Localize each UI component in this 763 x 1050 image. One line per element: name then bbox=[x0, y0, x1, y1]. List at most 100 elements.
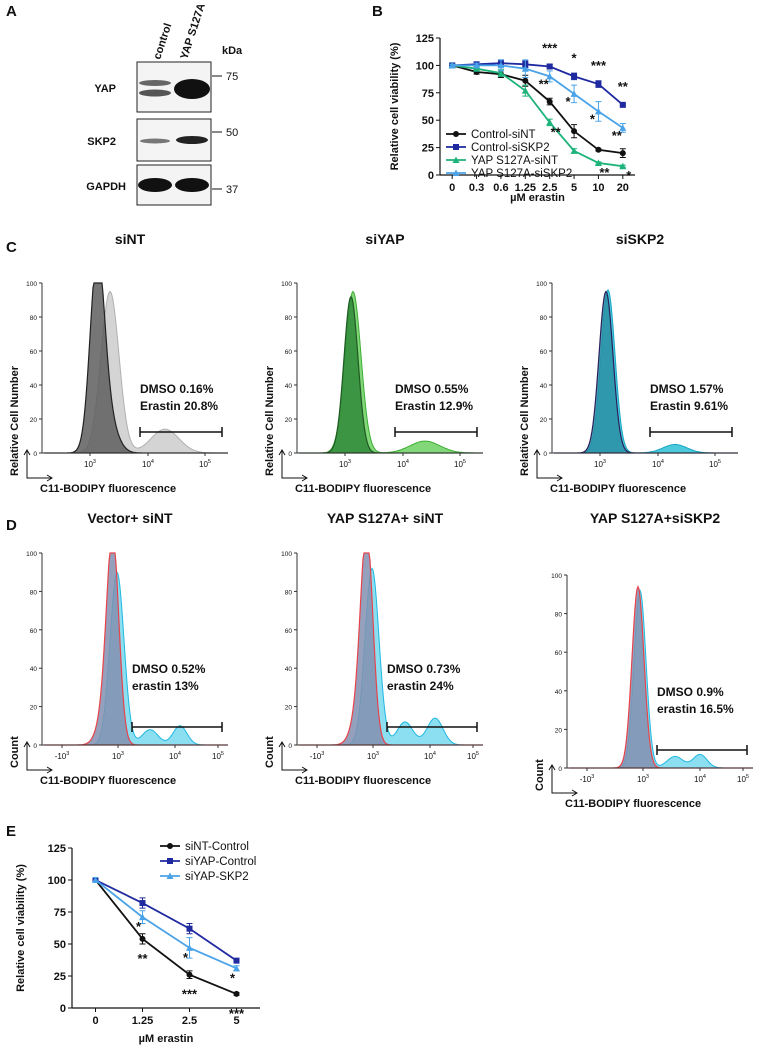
marker bbox=[452, 169, 460, 176]
histogram-erastin bbox=[554, 288, 738, 454]
significance-label: ** bbox=[618, 79, 629, 94]
y-tick-label: 0 bbox=[33, 451, 37, 458]
x-tick-exp: 3 bbox=[603, 459, 606, 465]
panel-title: YAP S127A+siSKP2 bbox=[590, 510, 721, 526]
x-tick-exp: 3 bbox=[591, 774, 594, 780]
significance-label: *** bbox=[182, 987, 198, 1002]
marker bbox=[166, 872, 174, 879]
significance-label: *** bbox=[229, 1006, 245, 1021]
y-tick-label: 0 bbox=[543, 451, 547, 458]
axis-arrows bbox=[23, 741, 53, 774]
x-tick-base: 10 bbox=[737, 775, 746, 784]
x-tick-label: 105 bbox=[212, 751, 224, 761]
dmso-label: DMSO 0.16% bbox=[140, 382, 214, 396]
erastin-label: erastin 24% bbox=[387, 679, 454, 693]
significance-label: ** bbox=[551, 124, 562, 139]
x-axis-label: µM erastin bbox=[510, 192, 565, 204]
x-tick-base: 10 bbox=[142, 460, 151, 469]
x-tick-base: 10 bbox=[709, 460, 718, 469]
significance-label: ** bbox=[539, 76, 550, 91]
marker bbox=[139, 900, 146, 907]
marker bbox=[571, 128, 578, 135]
y-tick-label: 60 bbox=[285, 628, 293, 635]
x-tick-label: 105 bbox=[737, 774, 749, 784]
significance-label: * bbox=[626, 168, 632, 183]
legend-label: siNT-Control bbox=[185, 841, 249, 853]
y-tick-label: 20 bbox=[285, 705, 293, 712]
x-tick-base: 10 bbox=[112, 752, 121, 761]
series-line bbox=[94, 879, 237, 970]
lane-label: YAP S127A bbox=[178, 2, 207, 61]
marker bbox=[452, 156, 460, 163]
x-tick-base: 10 bbox=[212, 752, 221, 761]
significance-label: ** bbox=[137, 951, 148, 966]
marker bbox=[522, 77, 529, 84]
dmso-label: DMSO 0.9% bbox=[657, 685, 724, 699]
erastin-label: erastin 13% bbox=[132, 679, 199, 693]
marker bbox=[186, 925, 193, 932]
x-tick-base: -10 bbox=[310, 752, 322, 761]
gate bbox=[656, 745, 748, 755]
y-tick-label: 125 bbox=[416, 33, 434, 45]
y-axis-label: Relative cell viability (%) bbox=[389, 42, 401, 170]
series-line bbox=[452, 62, 624, 106]
panel-label: E bbox=[6, 823, 16, 840]
marker bbox=[186, 944, 193, 951]
x-tick-exp: 5 bbox=[463, 459, 466, 465]
x-tick-base: 10 bbox=[652, 460, 661, 469]
y-tick-label: 80 bbox=[285, 589, 293, 596]
y-tick-label: 60 bbox=[555, 650, 563, 657]
marker bbox=[619, 150, 626, 157]
marker bbox=[595, 146, 602, 153]
x-tick-label: 5 bbox=[571, 182, 577, 194]
significance-label: * bbox=[590, 111, 596, 126]
x-tick-label: 105 bbox=[199, 459, 211, 469]
x-tick-exp: 4 bbox=[406, 459, 409, 465]
gate bbox=[139, 427, 223, 437]
marker bbox=[619, 162, 627, 170]
line-chart: 0 25 50 75 100 125 0 1.25 2.5 5 Relative cell viab… bbox=[15, 841, 260, 1045]
y-tick-label: 20 bbox=[285, 417, 293, 424]
panel-label: A bbox=[6, 3, 17, 20]
x-tick-label: 0 bbox=[449, 182, 455, 194]
significance-label: *** bbox=[542, 40, 558, 55]
marker bbox=[167, 843, 173, 849]
row-label: GAPDH bbox=[86, 181, 126, 193]
y-tick-label: 40 bbox=[555, 689, 563, 696]
dmso-label: DMSO 0.73% bbox=[387, 662, 461, 676]
y-tick-label: 100 bbox=[536, 281, 547, 288]
x-tick-label: 105 bbox=[709, 459, 721, 469]
histogram-erastin bbox=[44, 571, 228, 746]
panel-title: YAP S127A+ siNT bbox=[327, 510, 444, 526]
marker bbox=[521, 87, 529, 94]
x-tick-base: 10 bbox=[694, 775, 703, 784]
legend-label: siYAP-Control bbox=[185, 856, 256, 868]
band bbox=[139, 89, 171, 97]
y-axis-label: Count bbox=[534, 759, 546, 791]
x-tick-exp: 4 bbox=[178, 751, 181, 757]
x-tick-label: 103 bbox=[367, 751, 379, 761]
significance-label: ** bbox=[612, 128, 623, 143]
y-tick-label: 20 bbox=[555, 727, 563, 734]
series-line bbox=[94, 879, 237, 995]
y-tick-label: 80 bbox=[540, 315, 548, 322]
y-tick-label: 40 bbox=[30, 383, 38, 390]
histogram-erastin bbox=[44, 290, 228, 454]
y-axis-label: Count bbox=[9, 736, 21, 768]
histogram-erastin bbox=[299, 567, 483, 746]
y-tick-label: 20 bbox=[540, 417, 548, 424]
marker bbox=[546, 63, 553, 70]
x-axis-label: C11-BODIPY fluorescence bbox=[40, 483, 176, 495]
dmso-label: DMSO 0.52% bbox=[132, 662, 206, 676]
histogram-dmso bbox=[44, 282, 228, 454]
panel-title: siYAP bbox=[365, 231, 404, 247]
legend-label: YAP S127A-siSKP2 bbox=[471, 168, 572, 180]
panel-title: Vector+ siNT bbox=[87, 510, 173, 526]
marker-label: 50 bbox=[226, 127, 238, 139]
y-tick-label: 80 bbox=[30, 589, 38, 596]
erastin-label: Erastin 12.9% bbox=[395, 399, 473, 413]
x-tick-label: 1.25 bbox=[132, 1015, 153, 1027]
y-axis-label: Relative cell viability (%) bbox=[15, 864, 27, 992]
x-tick-label: -103 bbox=[55, 751, 70, 761]
